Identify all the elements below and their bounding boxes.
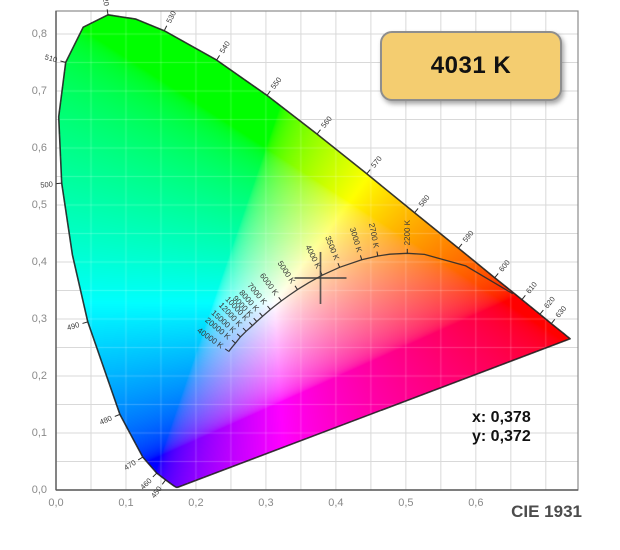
tick-label: 600 (497, 258, 512, 273)
y-tick-label: 0,2 (32, 370, 47, 382)
spectral-locus-outline (57, 14, 571, 489)
x-tick-label: 0,6 (468, 497, 483, 509)
tick-label: 520 (100, 0, 111, 7)
tick-label: 460 (138, 476, 153, 491)
tick-label: 3500 K (323, 235, 341, 263)
tick-label: 630 (554, 304, 569, 319)
y-tick-label: 0,0 (32, 484, 47, 496)
diagram-title: CIE 1931 (511, 502, 582, 521)
tick-label: 580 (417, 193, 432, 208)
x-tick-label: 0,5 (398, 497, 413, 509)
tick-label: 570 (369, 154, 384, 169)
tick-label: 3000 K (348, 226, 364, 254)
tick-label: 610 (524, 280, 539, 295)
x-tick-label: 0,2 (188, 497, 203, 509)
tick-label: 450 (149, 484, 164, 499)
x-tick-label: 0,0 (48, 497, 63, 509)
cct-badge: 4031 K (380, 31, 562, 101)
tick-label: 540 (218, 40, 232, 55)
x-tick-label: 0,4 (328, 497, 343, 509)
marker-crosshair (294, 251, 347, 304)
y-tick-label: 0,7 (32, 85, 47, 97)
x-tick-label: 0,1 (118, 497, 133, 509)
tick-label: 490 (66, 320, 81, 332)
tick-label: 560 (319, 114, 334, 129)
tick-label: 510 (44, 52, 58, 64)
tick-label: 2700 K (367, 222, 381, 249)
y-tick-label: 0,1 (32, 427, 47, 439)
y-tick-label: 0,5 (32, 199, 47, 211)
readout-y-value: y: 0,372 (472, 428, 531, 445)
tick-label: 2200 K (403, 219, 412, 245)
chromaticity-readout: x: 0,378 y: 0,372 (472, 408, 531, 446)
tick-label: 550 (269, 75, 284, 90)
tick-label: 480 (98, 414, 113, 427)
planckian-locus (228, 252, 514, 352)
y-tick-label: 0,3 (32, 313, 47, 325)
cct-badge-label: 4031 K (430, 52, 512, 79)
plot-border (55, 10, 579, 491)
y-axis-labels: 0,0 0,1 0,2 0,3 0,4 0,5 0,6 0,7 0,8 (32, 28, 47, 496)
y-tick-label: 0,8 (32, 28, 47, 40)
y-tick-label: 0,4 (32, 256, 47, 268)
y-tick-label: 0,6 (32, 142, 47, 154)
tick-label: 500 (40, 180, 53, 190)
readout-x-value: x: 0,378 (472, 409, 531, 426)
tick-label: 470 (122, 458, 137, 472)
tick-label: 620 (542, 295, 557, 310)
tick-label: 530 (164, 9, 178, 24)
tick-label: 590 (461, 229, 476, 244)
x-axis-labels: 0,0 0,1 0,2 0,3 0,4 0,5 0,6 (48, 497, 483, 509)
tick-label: 5000 K (276, 259, 298, 286)
x-tick-label: 0,3 (258, 497, 273, 509)
